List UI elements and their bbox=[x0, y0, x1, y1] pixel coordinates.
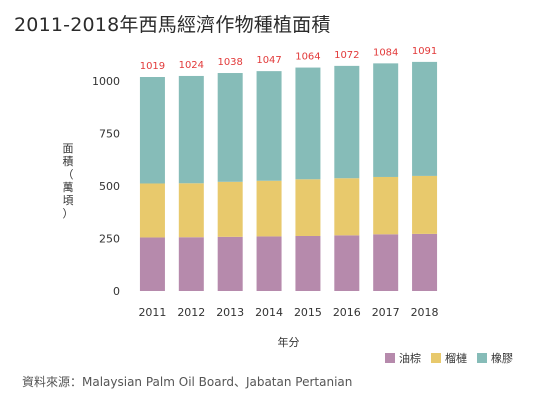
x-tick-label: 2011 bbox=[138, 306, 166, 319]
bar-segment-3 bbox=[334, 65, 360, 179]
bar-segment-1 bbox=[178, 237, 204, 291]
bar-segment-3 bbox=[217, 73, 243, 182]
bar-total-label: 1072 bbox=[334, 50, 359, 61]
bar-segment-1 bbox=[217, 236, 243, 291]
x-tick-label: 2014 bbox=[255, 306, 283, 319]
bar-segment-3 bbox=[139, 77, 165, 184]
x-axis-title: 年分 bbox=[278, 335, 300, 349]
source-note: 資料來源：Malaysian Palm Oil Board、Jabatan Pe… bbox=[22, 375, 353, 389]
y-tick-label: 750 bbox=[99, 128, 120, 141]
bar-segment-2 bbox=[217, 181, 243, 237]
bar-segment-2 bbox=[373, 176, 399, 235]
legend-swatch bbox=[431, 353, 441, 363]
bar-total-label: 1019 bbox=[140, 61, 165, 72]
bar-total-label: 1064 bbox=[295, 52, 320, 63]
y-tick-label: 0 bbox=[113, 285, 120, 298]
bar-segment-3 bbox=[295, 67, 321, 180]
legend-label: 榴槤 bbox=[445, 351, 467, 365]
y-axis-title-char: 面 bbox=[63, 142, 74, 155]
x-tick-label: 2015 bbox=[294, 306, 322, 319]
chart-title: 2011-2018年西馬經濟作物種植面積 bbox=[14, 14, 331, 36]
y-axis-title-char: （ bbox=[63, 168, 74, 181]
legend-label: 橡膠 bbox=[491, 352, 513, 365]
legend-swatch bbox=[477, 353, 487, 363]
bar-segment-1 bbox=[139, 237, 165, 291]
bar-segment-1 bbox=[412, 233, 438, 291]
y-tick-label: 500 bbox=[99, 180, 120, 193]
bar-total-label: 1024 bbox=[179, 60, 204, 71]
y-axis-title-char: 萬 bbox=[63, 181, 74, 194]
bar-total-label: 1084 bbox=[373, 47, 398, 58]
bar-segment-3 bbox=[178, 75, 204, 184]
bar-segment-3 bbox=[373, 63, 399, 177]
bar-segment-2 bbox=[412, 175, 438, 234]
bar-segment-1 bbox=[295, 235, 321, 291]
bar-segment-3 bbox=[256, 71, 282, 181]
y-axis-title-char: 頃 bbox=[63, 194, 74, 207]
y-tick-label: 250 bbox=[99, 233, 120, 246]
bar-segment-2 bbox=[139, 183, 165, 238]
x-tick-label: 2018 bbox=[411, 306, 439, 319]
bar-segment-1 bbox=[373, 234, 399, 291]
legend-swatch bbox=[385, 353, 395, 363]
bar-total-label: 1091 bbox=[412, 46, 437, 57]
x-tick-label: 2016 bbox=[333, 306, 361, 319]
bar-segment-1 bbox=[256, 236, 282, 291]
x-tick-label: 2012 bbox=[177, 306, 205, 319]
y-axis-title-char: 積 bbox=[63, 154, 74, 168]
bar-segment-2 bbox=[295, 179, 321, 236]
x-tick-label: 2013 bbox=[216, 306, 244, 319]
bar-segment-3 bbox=[412, 61, 438, 176]
bar-segment-1 bbox=[334, 235, 360, 291]
bar-segment-2 bbox=[334, 178, 360, 236]
bar-segment-2 bbox=[178, 183, 204, 238]
bar-total-label: 1038 bbox=[217, 57, 242, 68]
x-tick-label: 2017 bbox=[372, 306, 400, 319]
legend-label: 油棕 bbox=[399, 351, 421, 365]
y-axis-title-char: ） bbox=[63, 207, 74, 220]
bar-segment-2 bbox=[256, 180, 282, 237]
y-tick-label: 1000 bbox=[92, 75, 120, 88]
bar-total-label: 1047 bbox=[256, 55, 281, 66]
